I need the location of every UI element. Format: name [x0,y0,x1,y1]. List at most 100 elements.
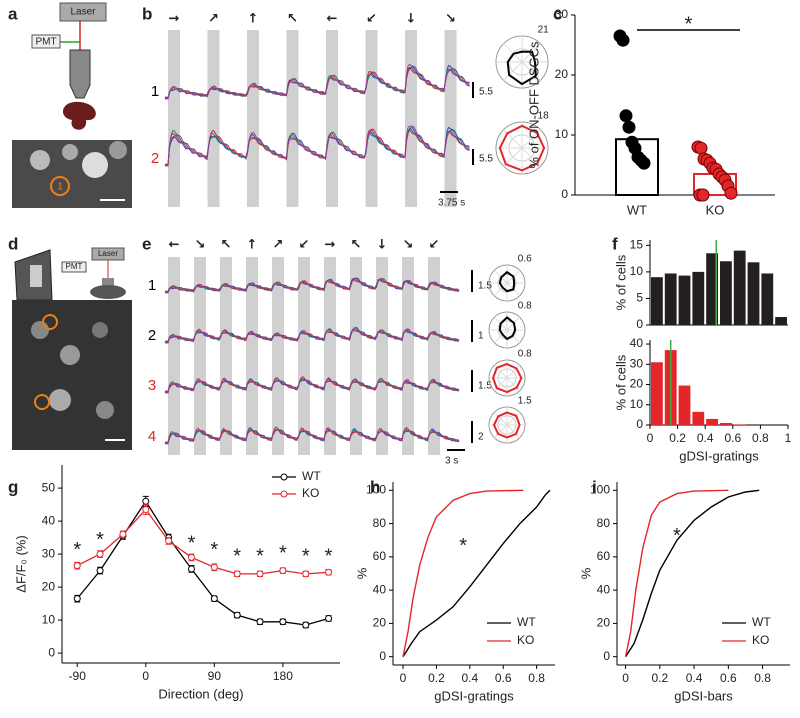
polar-spoke [503,129,541,167]
hist-bar [692,411,705,425]
series-line [76,508,329,575]
x-tick-label: 0.6 [724,431,741,445]
cell-body [96,401,114,419]
scale-label: 2 [478,432,484,443]
significance-star: * [279,542,287,564]
x-tick-label: 0.6 [495,671,512,685]
y-tick-label: 60 [373,549,387,563]
legend-label: KO [302,486,319,500]
cdf-line [402,489,524,657]
significance-star: * [685,13,693,35]
time-label: 3 s [445,456,458,467]
significance-star: * [325,546,333,568]
x-tick-label: 0 [400,671,407,685]
data-point [73,595,81,603]
x-tick-label: 0.4 [461,671,478,685]
x-tick-label: 0 [142,669,149,683]
cell-body [60,345,80,365]
stimulus-bar [247,30,259,207]
polar-max: 0.6 [518,254,532,265]
y-tick-label: 20 [630,377,644,391]
hist-bar [775,317,787,325]
data-point [142,497,150,505]
y-tick-label: 30 [630,356,644,370]
direction-arrow: ↘ [445,12,456,27]
scale-label: 1 [478,331,484,342]
stimulus-bar [246,257,258,455]
hist-bar [733,250,746,325]
polar-max: 0.8 [518,301,532,312]
x-tick-label: 180 [273,669,293,683]
data-point [325,614,333,622]
hist-bar [720,422,732,425]
significance-star: * [302,546,310,568]
y-axis-label: % [354,567,369,579]
roi-label: 1 [57,182,63,193]
trace [164,278,460,294]
panel-label: i [592,477,597,496]
data-point [73,562,81,570]
x-tick-label: 0.8 [752,431,769,445]
cell-body [62,144,78,160]
roi [34,394,50,410]
y-tick-label: 60 [597,549,611,563]
trace [164,68,470,100]
y-tick-label: 50 [42,480,56,494]
y-axis-label: % of cells [613,254,628,310]
data-point [142,506,150,514]
polar-tuning [492,362,523,394]
hist-bar [761,273,774,325]
data-point [302,570,310,578]
trace [164,427,460,444]
panel-label: h [370,477,380,496]
hist-bar [747,262,760,325]
stimulus-bar [428,257,440,455]
y-tick-label: 40 [373,582,387,596]
stimulus-bar [220,257,232,455]
retina [62,101,96,130]
panel-label: e [142,234,151,253]
schematic-a: Laser PMT [31,2,107,130]
y-tick-label: 100 [590,482,610,496]
x-tick-label: 0.2 [651,671,668,685]
data-point [119,530,127,538]
x-tick-label: 90 [208,669,222,683]
stimulus-bar [326,30,338,207]
data-point [279,618,287,626]
y-tick-label: 0 [561,187,568,201]
scale-label: 5.5 [479,87,493,98]
y-tick-label: 20 [42,579,56,593]
y-tick-label: 30 [42,546,56,560]
row-label: 4 [148,428,156,445]
polar-max: 1.5 [518,396,532,407]
hist-bar [706,418,718,425]
stimulus-bar [444,30,457,207]
y-tick-label: 0 [636,317,643,331]
trace [164,125,470,167]
significance-star: * [188,532,196,554]
x-tick-label: -90 [69,669,87,683]
data-point [187,565,195,573]
series-line [76,500,329,626]
row-label: 1 [151,83,159,100]
hist-bar [692,271,705,325]
stimulus-bar [350,257,362,455]
image-a: 1 [12,140,132,208]
direction-arrow: ↓ [406,12,417,27]
polar-spoke [493,364,521,392]
trace [164,328,460,344]
cell-body [49,389,71,411]
y-tick-label: 5 [636,291,643,305]
data-point [96,567,104,575]
cell-body [109,141,127,159]
data-point [279,567,287,575]
data-point [165,537,173,545]
y-tick-label: 80 [597,516,611,530]
stimulus-bar [194,257,206,455]
pmt-box [31,34,61,49]
trace [164,376,460,394]
cdf-line [625,489,760,658]
data-point [210,563,218,571]
direction-arrow: ↑ [247,238,258,253]
y-tick-label: 10 [555,127,569,141]
